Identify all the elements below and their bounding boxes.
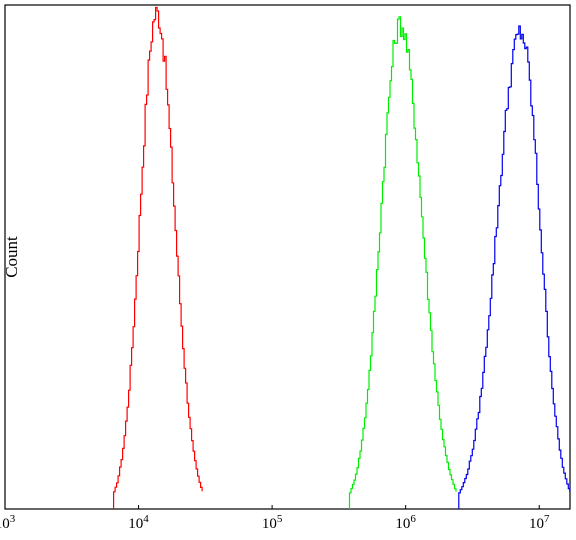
x-tick-base: 10 <box>262 516 277 532</box>
x-tick-exponent: 5 <box>277 513 283 525</box>
x-tick-label: 106 <box>395 513 416 532</box>
x-axis-ticks: 103104105106107 <box>0 505 550 532</box>
series-layer <box>113 6 571 509</box>
x-tick-base: 10 <box>0 516 10 532</box>
x-tick-exponent: 7 <box>544 513 550 525</box>
x-tick-exponent: 4 <box>143 513 149 525</box>
x-tick-label: 107 <box>529 513 550 532</box>
x-tick-base: 10 <box>529 516 544 532</box>
x-tick-label: 104 <box>128 513 149 532</box>
x-tick-label: 103 <box>0 513 16 532</box>
x-tick-base: 10 <box>128 516 143 532</box>
y-axis-label: Count <box>2 236 21 278</box>
x-tick-exponent: 3 <box>10 513 16 525</box>
histogram-series-2 <box>348 16 457 509</box>
plot-frame <box>4 4 571 510</box>
x-tick-label: 105 <box>262 513 283 532</box>
histogram-series-3 <box>458 25 571 509</box>
histogram-series-1 <box>113 6 203 509</box>
x-tick-base: 10 <box>395 516 410 532</box>
x-tick-exponent: 6 <box>410 513 416 525</box>
